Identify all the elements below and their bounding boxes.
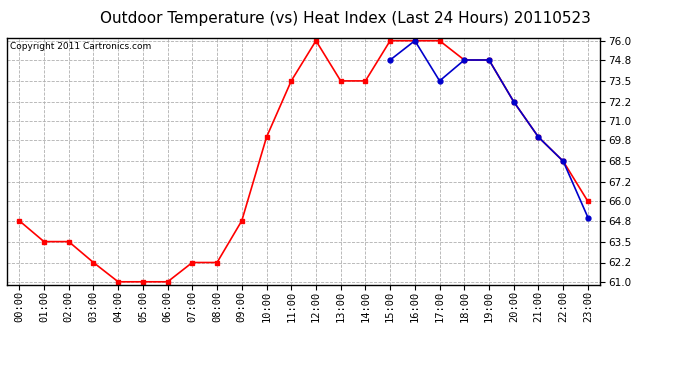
Text: Outdoor Temperature (vs) Heat Index (Last 24 Hours) 20110523: Outdoor Temperature (vs) Heat Index (Las… [99, 11, 591, 26]
Text: Copyright 2011 Cartronics.com: Copyright 2011 Cartronics.com [10, 42, 151, 51]
